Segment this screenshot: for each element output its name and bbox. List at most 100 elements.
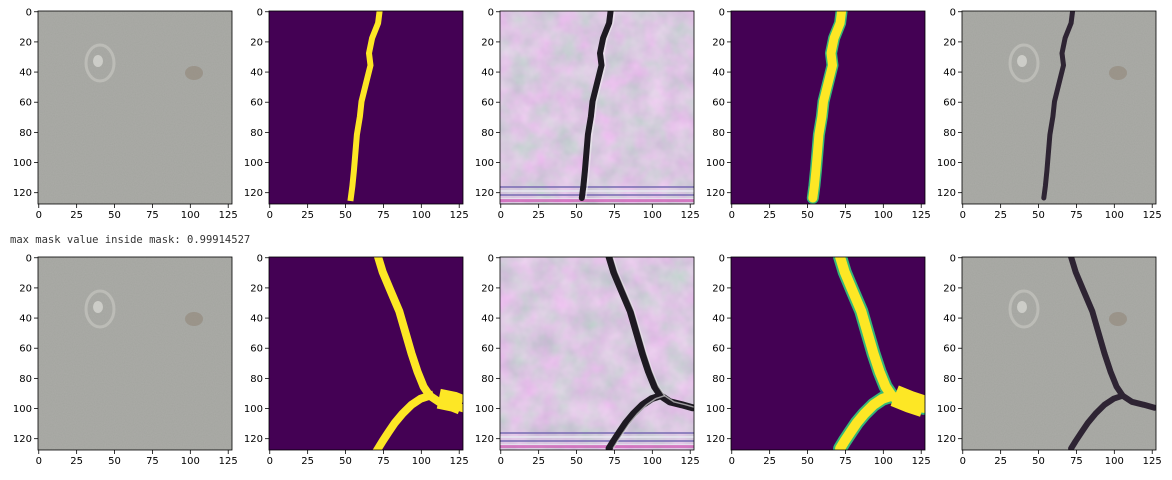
y-tick-label: 120	[937, 434, 956, 445]
panel-generated-texture: 0 25 50 75 100 125 0 20 40 60 80 100 120	[475, 7, 700, 221]
y-tick-label: 120	[475, 188, 494, 199]
y-tick-label: 60	[943, 344, 956, 355]
x-tick-label: 0	[36, 210, 42, 221]
y-tick-label: 20	[481, 283, 494, 294]
y-tick-label: 40	[943, 68, 956, 79]
y-tick-label: 20	[250, 37, 263, 48]
x-tick-label: 50	[570, 210, 583, 221]
axes-frame	[37, 10, 233, 205]
y-tick-label: 120	[13, 434, 32, 445]
x-tick-label: 0	[960, 456, 966, 467]
x-tick-label: 0	[498, 456, 504, 467]
y-tick-label: 40	[250, 314, 263, 325]
x-tick-label: 125	[681, 210, 700, 221]
panel-generated-texture: 0 25 50 75 100 125 0 20 40 60 80 100 120	[475, 253, 700, 467]
x-tick-label: 0	[36, 456, 42, 467]
x-tick-label: 75	[146, 210, 159, 221]
y-tick-label: 100	[13, 404, 32, 415]
x-tick-label: 0	[498, 210, 504, 221]
y-tick-label: 40	[943, 314, 956, 325]
axes-frame	[961, 256, 1157, 451]
x-tick-label: 50	[1032, 210, 1045, 221]
panel-binary-mask: 0 25 50 75 100 125 0 20 40 60 80 100 120	[244, 253, 469, 467]
y-tick-label: 80	[481, 128, 494, 139]
y-tick-label: 80	[943, 374, 956, 385]
x-tick-label: 75	[377, 210, 390, 221]
y-tick-label: 80	[250, 128, 263, 139]
x-tick-label: 100	[412, 456, 431, 467]
x-tick-label: 25	[763, 210, 776, 221]
x-tick-label: 50	[801, 456, 814, 467]
x-tick-label: 125	[219, 456, 238, 467]
x-tick-label: 100	[874, 456, 893, 467]
y-tick-label: 100	[475, 158, 494, 169]
y-tick-label: 60	[712, 344, 725, 355]
y-tick-label: 40	[250, 68, 263, 79]
y-tick-label: 0	[719, 253, 725, 264]
x-tick-label: 50	[339, 210, 352, 221]
x-tick-label: 100	[181, 210, 200, 221]
y-tick-label: 60	[481, 98, 494, 109]
x-tick-label: 50	[1032, 456, 1045, 467]
x-tick-label: 25	[301, 456, 314, 467]
x-tick-label: 125	[912, 456, 931, 467]
y-tick-label: 100	[475, 404, 494, 415]
axes-frame	[730, 10, 926, 205]
y-tick-label: 40	[481, 68, 494, 79]
y-tick-label: 120	[706, 434, 725, 445]
x-tick-label: 0	[729, 210, 735, 221]
y-tick-label: 40	[481, 314, 494, 325]
x-tick-label: 125	[219, 210, 238, 221]
axes-frame	[37, 256, 233, 451]
y-tick-label: 80	[250, 374, 263, 385]
x-tick-label: 50	[108, 210, 121, 221]
console-output-line: max mask value inside mask: 0.99914527	[10, 234, 251, 246]
y-tick-label: 80	[712, 128, 725, 139]
axes-frame	[499, 256, 695, 451]
y-tick-label: 80	[943, 128, 956, 139]
y-tick-label: 40	[712, 314, 725, 325]
y-tick-label: 0	[488, 253, 494, 264]
panel-concrete-photo: 0 25 50 75 100 125 0 20 40 60 80 100 120	[13, 7, 238, 221]
y-tick-label: 60	[250, 98, 263, 109]
y-tick-label: 120	[475, 434, 494, 445]
y-tick-label: 60	[19, 344, 32, 355]
panel-soft-mask: 0 25 50 75 100 125 0 20 40 60 80 100 120	[706, 253, 931, 467]
y-tick-label: 20	[19, 283, 32, 294]
x-tick-label: 25	[301, 210, 314, 221]
y-tick-label: 20	[481, 37, 494, 48]
x-tick-label: 125	[450, 456, 469, 467]
y-tick-label: 100	[13, 158, 32, 169]
y-tick-label: 60	[712, 98, 725, 109]
panel-soft-mask: 0 25 50 75 100 125 0 20 40 60 80 100 120	[706, 7, 931, 221]
y-tick-label: 20	[712, 37, 725, 48]
x-tick-label: 75	[146, 456, 159, 467]
y-tick-label: 20	[943, 37, 956, 48]
x-tick-label: 75	[839, 456, 852, 467]
x-tick-label: 75	[839, 210, 852, 221]
y-tick-label: 20	[943, 283, 956, 294]
panel-composite-photo: 0 25 50 75 100 125 0 20 40 60 80 100 120	[937, 7, 1162, 221]
x-tick-label: 0	[960, 210, 966, 221]
x-tick-label: 100	[643, 456, 662, 467]
y-tick-label: 0	[950, 7, 956, 18]
y-tick-label: 120	[937, 188, 956, 199]
x-tick-label: 50	[570, 456, 583, 467]
y-tick-label: 40	[712, 68, 725, 79]
y-tick-label: 0	[257, 253, 263, 264]
x-tick-label: 0	[267, 210, 273, 221]
panel-composite-photo: 0 25 50 75 100 125 0 20 40 60 80 100 120	[937, 253, 1162, 467]
x-tick-label: 100	[874, 210, 893, 221]
x-tick-label: 75	[608, 456, 621, 467]
y-tick-label: 60	[250, 344, 263, 355]
y-tick-label: 100	[937, 404, 956, 415]
x-tick-label: 25	[763, 456, 776, 467]
x-tick-label: 0	[267, 456, 273, 467]
y-tick-label: 100	[706, 404, 725, 415]
axes-frame	[499, 10, 695, 205]
x-tick-label: 75	[1070, 210, 1083, 221]
x-tick-label: 100	[1105, 456, 1124, 467]
y-tick-label: 60	[19, 98, 32, 109]
axes-frame	[268, 256, 464, 451]
